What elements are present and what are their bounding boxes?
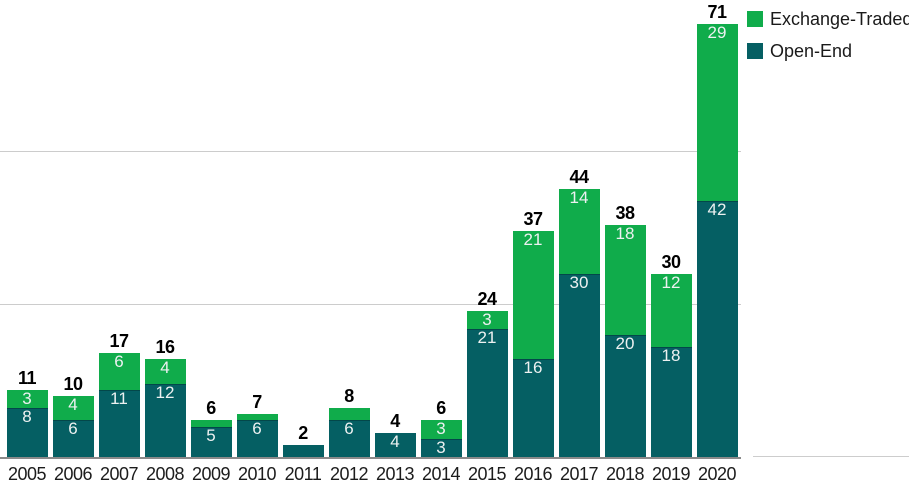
- bar-segment-exchange-traded-2015: 3: [466, 310, 508, 329]
- bar-segment-exchange-traded-2005: 3: [6, 389, 48, 409]
- bar-group-2020: 71 29 42 2020: [694, 1, 740, 484]
- gridline-25: [0, 303, 741, 305]
- legend-swatch-open-end: [747, 43, 763, 59]
- bar-group-2012: 8 6 2012: [326, 386, 372, 484]
- bar-segment-exchange-traded-2016: 21: [512, 231, 554, 360]
- bar-group-2014: 6 3 3 2014: [418, 398, 464, 484]
- bar-segment-exchange-traded-2017: 14: [558, 188, 600, 274]
- bar-segment-exchange-traded-2006: 4: [52, 396, 94, 421]
- bar-segment-open-end-2009: 5: [190, 426, 232, 457]
- total-label-2015: 24: [477, 288, 497, 309]
- gridline-50: [0, 151, 741, 152]
- total-label-2007: 17: [109, 331, 129, 352]
- bar-segment-open-end-2019: 18: [650, 347, 692, 457]
- plot-area: 11 3 8 2005 10 4 6 2006 17 6 11 2007 16 4 12 2008 6 5 2009…: [4, 0, 740, 484]
- x-axis-label-2014: 2014: [421, 464, 461, 484]
- bar-group-2008: 16 4 12 2008: [142, 337, 188, 484]
- x-axis-label-2020: 2020: [697, 464, 737, 484]
- bar-segment-open-end-2008: 12: [144, 383, 186, 457]
- total-label-2012: 8: [344, 386, 354, 407]
- bar-segment-exchange-traded-2020: 29: [696, 23, 738, 201]
- bar-group-2017: 44 14 30 2017: [556, 166, 602, 484]
- bar-segment-open-end-2012: 6: [328, 420, 370, 457]
- bar-group-2018: 38 18 20 2018: [602, 203, 648, 484]
- bar-segment-open-end-2018: 20: [604, 335, 646, 457]
- legend-swatch-exchange-traded: [747, 11, 763, 27]
- legend-item-open-end: Open-End: [747, 40, 909, 62]
- x-axis-label-2017: 2017: [559, 464, 599, 484]
- bar-segment-exchange-traded-2009: [190, 420, 232, 427]
- total-label-2011: 2: [298, 422, 308, 443]
- x-axis-label-2006: 2006: [53, 464, 93, 484]
- bar-group-2016: 37 21 16 2016: [510, 209, 556, 484]
- x-axis-label-2012: 2012: [329, 464, 369, 484]
- total-label-2020: 71: [707, 1, 727, 22]
- x-axis-label-2009: 2009: [191, 464, 231, 484]
- x-axis-label-2019: 2019: [651, 464, 691, 484]
- bar-segment-open-end-2016: 16: [512, 359, 554, 457]
- total-label-2013: 4: [390, 410, 400, 431]
- x-axis-label-2010: 2010: [237, 464, 277, 484]
- bar-group-2019: 30 12 18 2019: [648, 252, 694, 484]
- total-label-2016: 37: [523, 209, 543, 230]
- legend-label-open-end: Open-End: [770, 41, 853, 61]
- x-axis-label-2013: 2013: [375, 464, 415, 484]
- total-label-2006: 10: [63, 374, 83, 395]
- total-label-2008: 16: [155, 337, 175, 358]
- bar-segment-open-end-2005: 8: [6, 408, 48, 457]
- bar-group-2015: 24 3 21 2015: [464, 288, 510, 484]
- bar-segment-exchange-traded-2010: [236, 414, 278, 421]
- bar-group-2010: 7 6 2010: [234, 392, 280, 484]
- bar-segment-open-end-2014: 3: [420, 438, 462, 457]
- bar-segment-open-end-2006: 6: [52, 420, 94, 457]
- total-label-2018: 38: [615, 203, 635, 224]
- bar-segment-exchange-traded-2007: 6: [98, 353, 140, 390]
- bar-segment-open-end-2020: 42: [696, 200, 738, 457]
- x-axis-extension-line: [753, 456, 909, 457]
- x-axis-label-2007: 2007: [99, 464, 139, 484]
- x-axis-label-2016: 2016: [513, 464, 553, 484]
- x-axis-label-2005: 2005: [7, 464, 47, 484]
- bar-segment-open-end-2011: [282, 444, 324, 457]
- x-axis-label-2018: 2018: [605, 464, 645, 484]
- bar-segment-open-end-2010: 6: [236, 420, 278, 457]
- legend: Exchange-Traded Open-End: [747, 8, 909, 72]
- bar-segment-open-end-2017: 30: [558, 274, 600, 457]
- bar-segment-open-end-2007: 11: [98, 389, 140, 457]
- total-label-2019: 30: [661, 252, 681, 273]
- bar-segment-exchange-traded-2018: 18: [604, 225, 646, 335]
- bar-segment-exchange-traded-2019: 12: [650, 274, 692, 348]
- x-axis-label-2008: 2008: [145, 464, 185, 484]
- bar-group-2007: 17 6 11 2007: [96, 331, 142, 484]
- legend-label-exchange-traded: Exchange-Traded: [770, 9, 909, 29]
- total-label-2014: 6: [436, 398, 446, 419]
- bar-segment-exchange-traded-2008: 4: [144, 359, 186, 384]
- bar-group-2006: 10 4 6 2006: [50, 374, 96, 484]
- total-label-2010: 7: [252, 392, 262, 413]
- total-label-2017: 44: [569, 166, 589, 187]
- bar-group-2013: 4 4 2013: [372, 410, 418, 484]
- x-axis-label-2011: 2011: [284, 464, 322, 484]
- total-label-2005: 11: [17, 367, 37, 388]
- bar-segment-exchange-traded-2014: 3: [420, 420, 462, 439]
- bar-group-2011: 2 2011: [280, 422, 326, 484]
- bar-segment-open-end-2013: 4: [374, 432, 416, 457]
- legend-item-exchange-traded: Exchange-Traded: [747, 8, 909, 30]
- x-axis-line: [0, 457, 741, 459]
- bar-segment-open-end-2015: 21: [466, 328, 508, 457]
- bar-segment-exchange-traded-2012: [328, 408, 370, 421]
- total-label-2009: 6: [206, 398, 216, 419]
- bar-group-2009: 6 5 2009: [188, 398, 234, 484]
- x-axis-label-2015: 2015: [467, 464, 507, 484]
- bar-group-2005: 11 3 8 2005: [4, 367, 50, 484]
